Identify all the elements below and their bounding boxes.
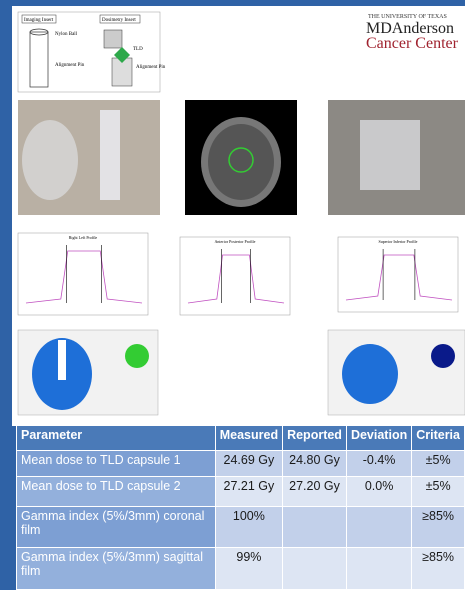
header-cell: Measured <box>215 426 282 451</box>
header-cell: Deviation <box>346 426 411 451</box>
table-cell: ±5% <box>412 477 465 507</box>
logo: THE UNIVERSITY OF TEXAS MDAnderson Cance… <box>366 14 459 52</box>
table-cell <box>346 507 411 548</box>
profile-plot <box>180 237 290 315</box>
table-cell: Mean dose to TLD capsule 1 <box>17 451 216 477</box>
table-cell: 0.0% <box>346 477 411 507</box>
table-cell: 27.21 Gy <box>215 477 282 507</box>
table-cell: ≥85% <box>412 548 465 590</box>
profile-plot <box>338 237 458 312</box>
table-cell: 24.69 Gy <box>215 451 282 477</box>
label: Alignment Pin <box>55 63 85 68</box>
label: Imaging Insert <box>24 18 54 23</box>
table-cell: 100% <box>215 507 282 548</box>
table-cell: 27.20 Gy <box>283 477 347 507</box>
figures: Imaging Insert Nylon Ball Alignment Pin … <box>0 0 465 425</box>
profile-title: Superior Inferior Profile <box>379 239 418 244</box>
profile-plot <box>18 233 148 315</box>
table-cell: ±5% <box>412 451 465 477</box>
table-cell: ≥85% <box>412 507 465 548</box>
label: TLD <box>133 47 143 52</box>
page: Imaging Insert Nylon Ball Alignment Pin … <box>0 0 465 588</box>
table-cell <box>346 548 411 590</box>
header-cell: Reported <box>283 426 347 451</box>
profile-title: Right Left Profile <box>69 235 98 240</box>
logo-line: Cancer Center <box>366 35 459 52</box>
label: Nylon Ball <box>55 32 78 37</box>
table-cell: Gamma index (5%/3mm) coronal film <box>17 507 216 548</box>
header-cell: Criteria <box>412 426 465 451</box>
table-cell: Mean dose to TLD capsule 2 <box>17 477 216 507</box>
table-cell: Gamma index (5%/3mm) sagittal film <box>17 548 216 590</box>
header-cell: Parameter <box>17 426 216 451</box>
label: Alignment Pin <box>136 65 166 70</box>
label: Dosimetry Insert <box>102 18 136 23</box>
profile-title: Anterior Posterior Profile <box>215 239 256 244</box>
table-cell: 99% <box>215 548 282 590</box>
table-cell: 24.80 Gy <box>283 451 347 477</box>
diagram: Imaging Insert Nylon Ball Alignment Pin … <box>18 12 166 92</box>
table-cell <box>283 507 347 548</box>
table-cell: -0.4% <box>346 451 411 477</box>
table-cell <box>283 548 347 590</box>
